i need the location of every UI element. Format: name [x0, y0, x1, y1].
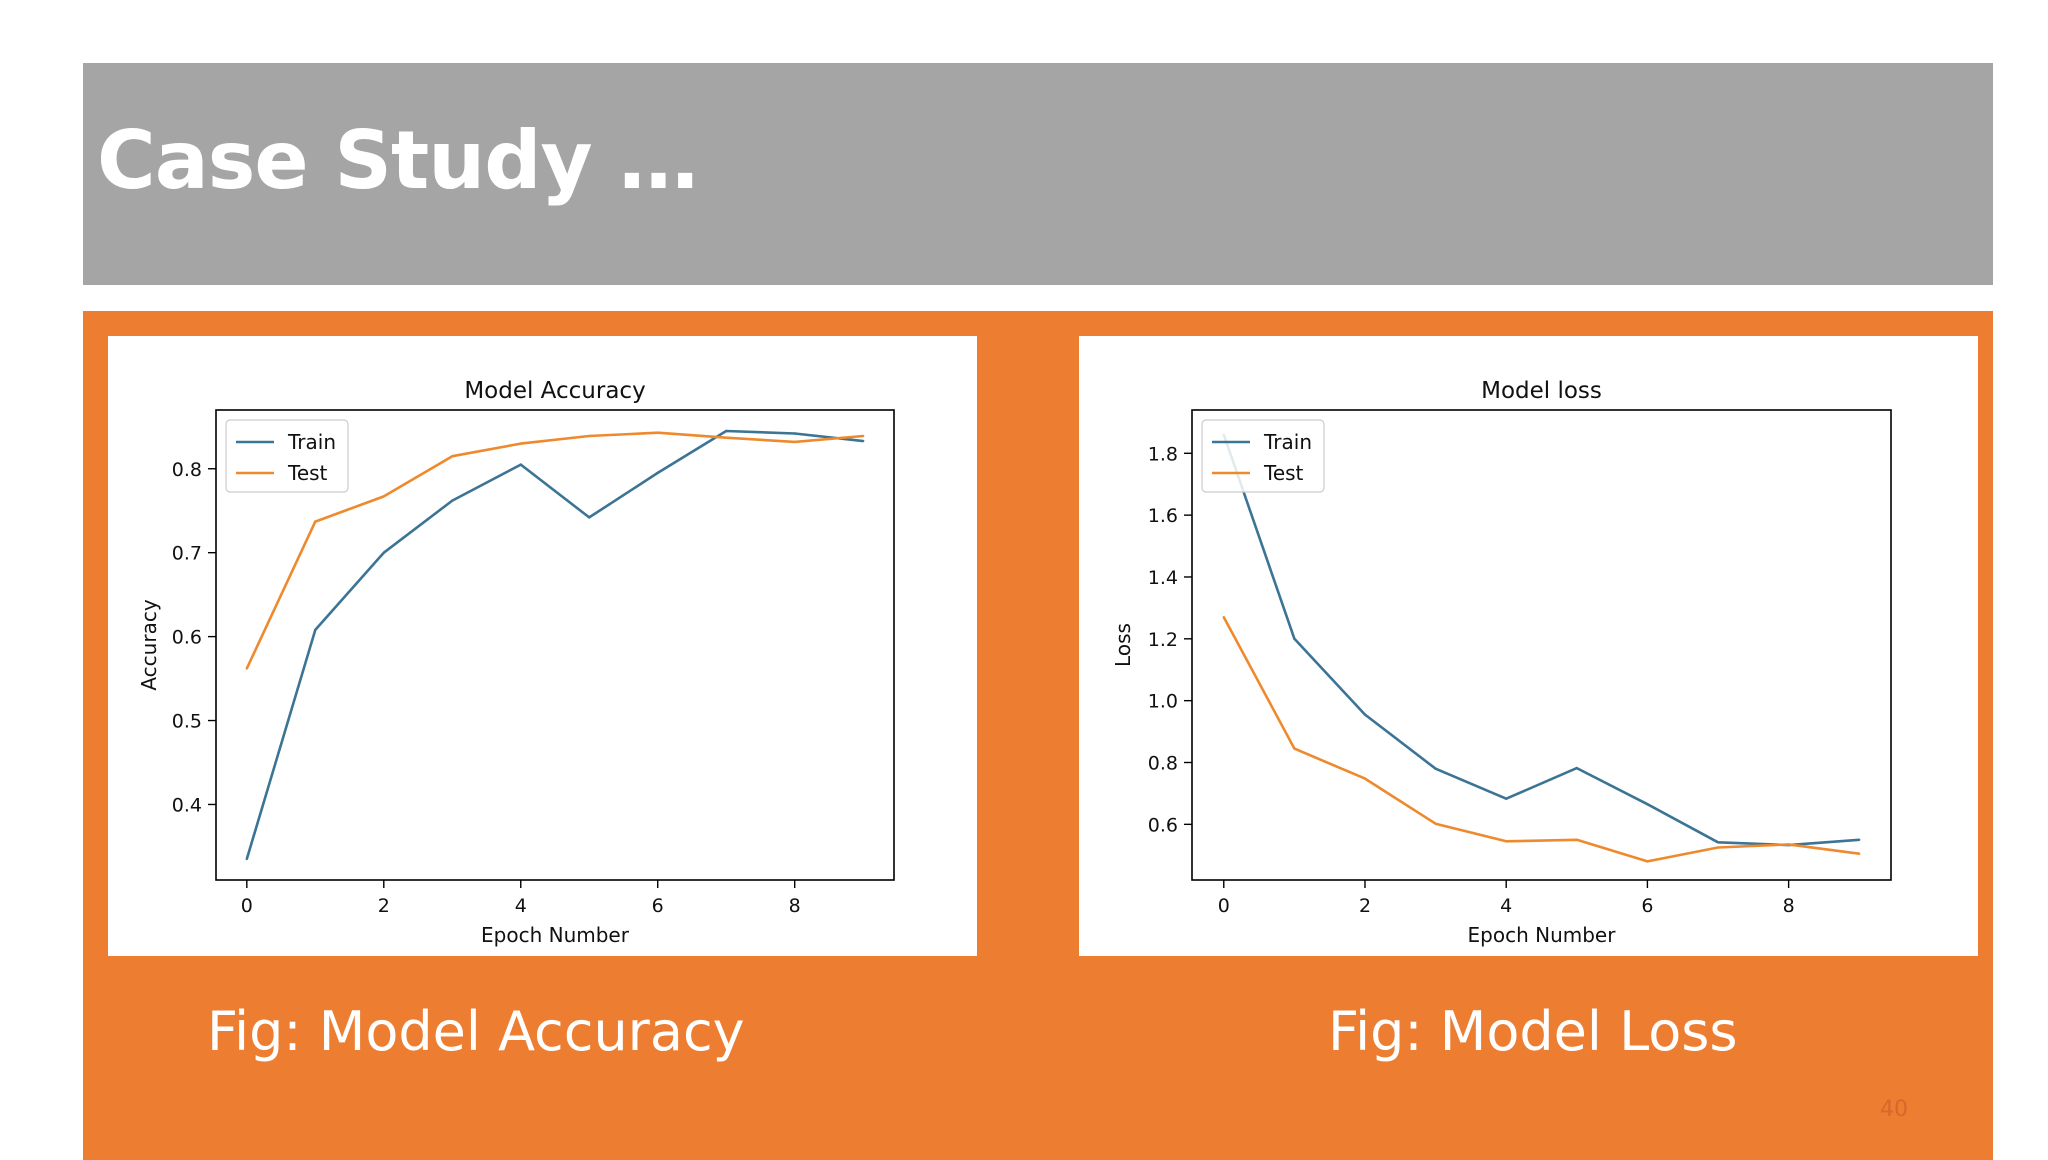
data-point-train — [1504, 797, 1508, 800]
y-tick-label: 0.4 — [172, 794, 202, 816]
data-point-train — [1363, 713, 1367, 716]
data-point-train — [588, 516, 591, 519]
y-tick-label: 1.2 — [1148, 629, 1178, 651]
chart-loss-container: Model loss 0 2 4 6 8 0.6 0.8 1.0 1.2 1.4 1.6 1.8 Epoc… — [1079, 336, 1978, 956]
data-point-train — [1293, 637, 1296, 641]
y-tick-label: 0.8 — [172, 459, 202, 481]
data-point-test — [793, 440, 796, 444]
data-point-test — [1858, 852, 1861, 855]
data-point-test — [1363, 777, 1367, 780]
data-point-test — [451, 454, 454, 458]
x-tick-label: 4 — [1500, 895, 1512, 917]
data-point-train — [656, 471, 659, 475]
data-point-train — [725, 429, 728, 433]
data-point-train — [245, 857, 249, 861]
y-tick-label: 0.8 — [1148, 753, 1178, 775]
x-tick-label: 0 — [241, 895, 253, 917]
y-tick-label: 0.7 — [172, 543, 202, 565]
y-tick-label: 1.0 — [1148, 691, 1178, 713]
data-point-train — [1575, 766, 1579, 770]
x-tick-label: 2 — [1359, 895, 1371, 917]
chart-accuracy-container: Model Accuracy 0 2 4 6 8 0.4 0.5 0.6 0.7 0.8 Epoch … — [108, 336, 977, 956]
data-point-train — [519, 463, 522, 466]
x-axis-label: Epoch Number — [481, 923, 630, 947]
y-tick-label: 1.8 — [1148, 443, 1178, 465]
data-point-train — [1858, 838, 1861, 842]
data-point-test — [1222, 615, 1225, 619]
data-point-train — [382, 551, 385, 554]
data-point-test — [519, 442, 522, 445]
data-point-train — [314, 628, 317, 632]
y-tick-label: 0.6 — [1148, 814, 1178, 836]
data-point-train — [793, 432, 796, 435]
x-tick-label: 4 — [515, 895, 527, 917]
data-point-test — [588, 434, 591, 438]
data-point-test — [245, 667, 249, 670]
chart-title: Model loss — [1481, 378, 1602, 404]
slide-title: Case Study … — [97, 114, 698, 207]
series-line-train — [245, 429, 864, 860]
chart-title: Model Accuracy — [464, 378, 645, 404]
data-point-test — [656, 431, 659, 434]
slide-number: 40 — [1880, 1097, 1908, 1122]
data-point-test — [314, 520, 317, 523]
accuracy-chart: Model Accuracy 0 2 4 6 8 0.4 0.5 0.6 0.7 0.8 Epoch … — [137, 378, 895, 947]
data-point-test — [1293, 747, 1296, 750]
legend-label-train: Train — [287, 430, 336, 454]
y-axis-label: Accuracy — [137, 599, 161, 690]
series-line-test — [1222, 616, 1860, 863]
data-point-test — [1787, 843, 1790, 846]
series-line-test — [245, 431, 864, 670]
caption-model-loss: Fig: Model Loss — [1328, 1000, 1738, 1063]
y-tick-label: 1.6 — [1148, 505, 1178, 527]
data-point-test — [382, 495, 385, 498]
data-point-train — [861, 439, 865, 443]
loss-chart: Model loss 0 2 4 6 8 0.6 0.8 1.0 1.2 1.4 1.6 1.8 Epoc… — [1111, 378, 1892, 947]
x-axis-label: Epoch Number — [1468, 923, 1617, 947]
x-tick-label: 6 — [652, 895, 664, 917]
data-point-test — [1716, 846, 1720, 849]
data-point-test — [725, 436, 728, 439]
x-tick-label: 8 — [1783, 895, 1795, 917]
y-tick-label: 0.6 — [172, 627, 202, 649]
data-point-test — [1575, 838, 1579, 842]
series-line-train — [1222, 434, 1860, 847]
y-axis-label: Loss — [1111, 623, 1135, 667]
data-point-train — [1646, 803, 1649, 806]
data-point-test — [1434, 822, 1437, 825]
x-tick-label: 0 — [1218, 895, 1230, 917]
legend-label-test: Test — [287, 461, 328, 485]
data-point-test — [861, 434, 865, 438]
data-point-train — [1716, 841, 1720, 844]
y-tick-label: 1.4 — [1148, 567, 1178, 589]
data-point-train — [451, 499, 454, 502]
x-tick-label: 8 — [789, 895, 801, 917]
title-bar: Case Study … — [83, 63, 1993, 285]
x-tick-label: 6 — [1641, 895, 1653, 917]
data-point-test — [1646, 860, 1649, 863]
data-point-test — [1504, 840, 1508, 843]
legend-label-test: Test — [1263, 461, 1304, 485]
y-tick-label: 0.5 — [172, 711, 202, 733]
legend-label-train: Train — [1263, 430, 1312, 454]
caption-model-accuracy: Fig: Model Accuracy — [207, 1000, 745, 1063]
data-point-train — [1434, 767, 1437, 770]
x-tick-label: 2 — [378, 895, 390, 917]
